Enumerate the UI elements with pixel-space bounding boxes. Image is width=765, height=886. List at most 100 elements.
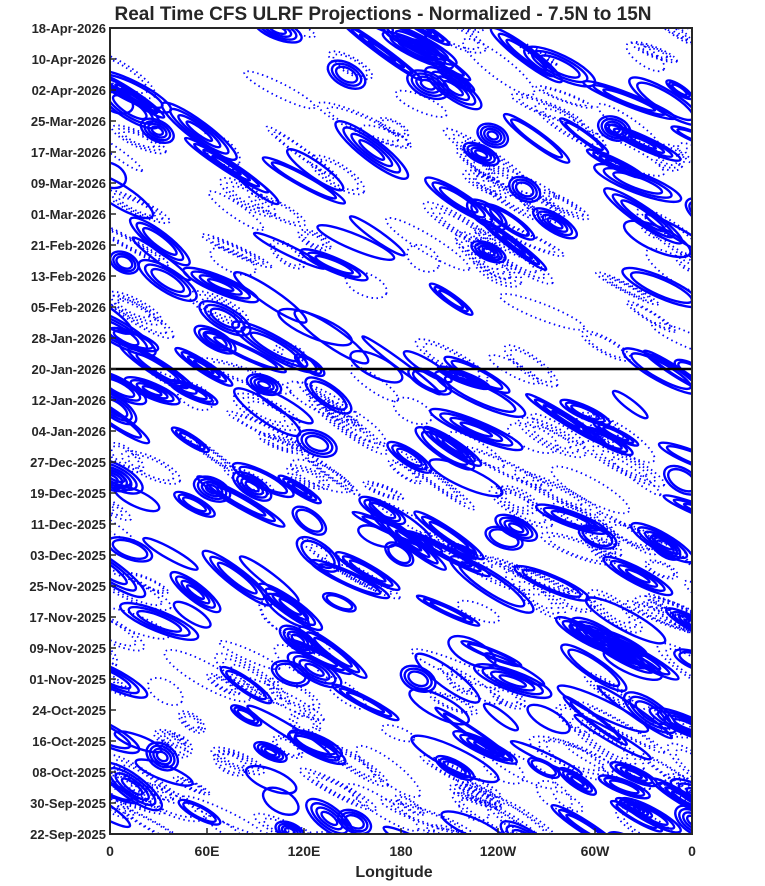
negative-contour — [298, 767, 378, 812]
positive-contour — [244, 764, 298, 795]
negative-contour — [271, 735, 304, 759]
positive-contour — [671, 790, 692, 807]
negative-contour — [295, 715, 315, 731]
positive-contour — [321, 591, 357, 613]
negative-contour — [493, 686, 523, 708]
negative-contour — [362, 480, 405, 501]
negative-contour — [528, 735, 614, 776]
negative-contour — [482, 179, 537, 217]
positive-contour — [168, 107, 230, 155]
positive-contour — [110, 469, 126, 484]
negative-contour — [456, 599, 501, 624]
negative-contour — [111, 294, 157, 322]
y-tick-label: 13-Feb-2026 — [31, 269, 106, 284]
negative-contour — [482, 259, 512, 281]
positive-contour — [666, 467, 692, 493]
positive-contour — [612, 127, 674, 158]
positive-contour — [349, 349, 404, 384]
positive-contour — [110, 536, 147, 599]
positive-contour — [470, 146, 493, 162]
positive-contour — [611, 389, 649, 420]
positive-contour — [315, 806, 344, 831]
x-axis-label: Longitude — [355, 864, 432, 881]
negative-contour — [578, 522, 618, 554]
negative-contour — [489, 684, 527, 710]
positive-contour — [677, 782, 692, 817]
positive-contour — [614, 763, 654, 785]
positive-contour — [110, 373, 142, 402]
positive-contour — [688, 200, 692, 224]
positive-contour — [499, 820, 557, 834]
positive-contour — [110, 312, 149, 352]
positive-contour — [678, 807, 692, 834]
positive-contour — [331, 683, 400, 722]
positive-contour — [617, 564, 659, 588]
negative-contour — [631, 41, 678, 64]
negative-contour — [344, 270, 388, 300]
negative-contour — [110, 768, 175, 801]
y-tick-label: 02-Apr-2026 — [32, 83, 106, 98]
positive-contour — [488, 528, 520, 549]
positive-contour — [119, 601, 200, 641]
positive-contour — [511, 178, 538, 201]
positive-contour — [229, 704, 263, 727]
negative-contour — [594, 679, 625, 702]
negative-contour — [507, 422, 559, 454]
positive-contour — [180, 351, 228, 383]
positive-contour — [186, 355, 221, 379]
positive-contour — [408, 687, 470, 726]
negative-contour — [528, 198, 557, 218]
negative-contour — [624, 600, 692, 635]
positive-contour — [112, 252, 137, 273]
positive-contour — [110, 761, 164, 812]
negative-contour — [455, 231, 484, 255]
positive-contour — [261, 786, 300, 816]
negative-contour — [110, 773, 146, 797]
positive-contour — [173, 490, 216, 518]
y-tick-label: 09-Nov-2025 — [29, 641, 106, 656]
negative-contour — [406, 243, 441, 273]
negative-contour — [120, 450, 182, 485]
positive-contour — [657, 441, 692, 476]
negative-contour — [300, 231, 328, 249]
positive-contour — [387, 543, 412, 565]
positive-contour — [174, 575, 217, 609]
positive-contour — [320, 810, 339, 827]
negative-contour — [315, 776, 361, 803]
positive-contour — [110, 664, 132, 690]
negative-contour — [428, 691, 479, 716]
negative-contour — [110, 218, 170, 267]
negative-contour — [307, 772, 369, 807]
negative-contour — [504, 491, 530, 509]
positive-contour — [565, 813, 606, 834]
negative-contour — [163, 648, 251, 703]
positive-contour — [684, 618, 692, 633]
negative-contour — [679, 28, 692, 42]
positive-contour — [622, 219, 692, 259]
positive-contour — [334, 65, 359, 84]
positive-contour — [602, 166, 673, 199]
negative-contour — [595, 271, 660, 306]
negative-contour — [253, 812, 343, 834]
negative-contour — [208, 236, 265, 265]
negative-contour — [601, 274, 653, 303]
positive-contour — [252, 28, 303, 44]
negative-contour — [425, 534, 486, 565]
positive-contour — [541, 213, 569, 233]
negative-contour — [231, 185, 265, 209]
positive-contour — [609, 760, 659, 788]
negative-contour — [509, 348, 553, 384]
negative-contour — [460, 240, 505, 275]
negative-contour — [207, 190, 265, 232]
negative-contour — [331, 559, 393, 595]
positive-contour — [530, 49, 589, 84]
negative-contour — [180, 712, 203, 732]
negative-contour — [225, 181, 271, 214]
negative-contour — [488, 485, 554, 529]
y-axis: 22-Sep-2025 30-Sep-2025 08-Oct-2025 16-Oct-… — [29, 21, 116, 842]
negative-contour — [316, 401, 380, 449]
positive-contour — [673, 28, 692, 33]
positive-contour — [648, 706, 692, 744]
positive-contour — [585, 631, 655, 674]
